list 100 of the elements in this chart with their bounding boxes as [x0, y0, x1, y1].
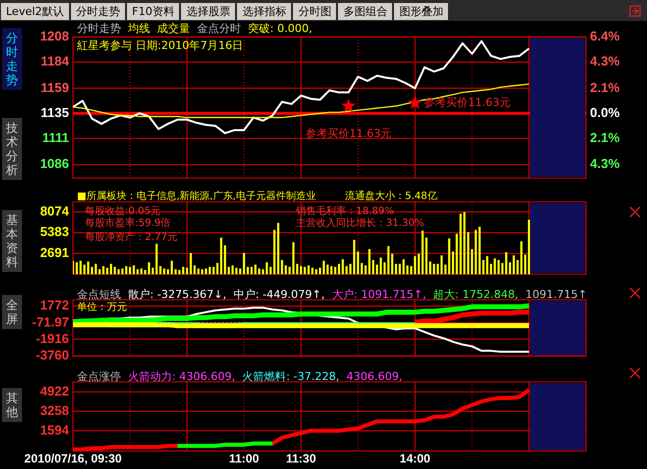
y2-tick-label: 4.3%	[590, 156, 620, 172]
text: 选择股票	[181, 3, 236, 20]
bar	[440, 255, 443, 274]
y-tick-label: 1208	[40, 28, 69, 44]
bar	[118, 269, 120, 274]
bar	[106, 268, 108, 274]
bar	[512, 255, 515, 274]
annotation: 超大: 1752.848,	[433, 288, 518, 301]
annotation: ■所属板块：电子信息,新能源,广东,电子元器件制造业	[77, 191, 316, 202]
y2-tick-label: 6.4%	[590, 28, 620, 44]
annotation: 1091.715↑	[525, 288, 588, 301]
bar	[258, 268, 260, 274]
bar	[334, 266, 336, 274]
y2-tick-label: 4.3%	[590, 54, 620, 69]
bar	[516, 260, 519, 274]
bar	[322, 260, 325, 274]
y-tick-label: 1184	[40, 54, 70, 69]
y-tick-label: 1772	[40, 298, 69, 313]
bar	[387, 246, 390, 274]
bar	[311, 268, 314, 274]
bar	[190, 253, 192, 274]
bar	[498, 260, 500, 274]
bar	[330, 266, 332, 274]
bar	[220, 238, 222, 274]
y-tick-label: 8074	[40, 203, 70, 218]
bar	[448, 238, 450, 274]
y-tick-label: 2691	[40, 244, 69, 260]
bar	[402, 259, 405, 274]
bar	[326, 264, 329, 274]
y-tick-label: 1086	[40, 156, 69, 172]
bar	[201, 269, 204, 274]
y-tick-label: 4922	[40, 384, 69, 399]
bar	[208, 266, 211, 274]
bar	[380, 258, 382, 274]
y2-tick-label: 2.1%	[590, 130, 620, 145]
bar	[353, 240, 356, 274]
y-tick-label: 3258	[40, 402, 69, 418]
bar	[156, 244, 158, 274]
annotation: 中户: -449.079↑,	[233, 288, 325, 301]
y-tick-label: 1159	[40, 80, 69, 95]
text: 分时图	[293, 3, 336, 20]
x-tick-label: 2010/07/16, 09:30	[24, 452, 122, 466]
bar	[76, 262, 78, 274]
chart-title: 分时走势	[77, 22, 121, 35]
annotation: 火箭燃料: -37.228,	[242, 370, 340, 383]
annotation: 每股市盈率:59.9倍	[85, 218, 171, 229]
text: 图形叠加	[394, 3, 448, 20]
y-tick-label: -3760	[36, 347, 69, 362]
bar	[300, 266, 302, 274]
bar	[304, 266, 306, 274]
text: 选择指标	[237, 3, 292, 20]
bar	[182, 266, 184, 274]
bar	[528, 220, 530, 274]
bar	[242, 253, 246, 274]
text: 其他	[2, 391, 22, 419]
y-tick-label: -71.97	[32, 314, 69, 330]
bar	[136, 269, 139, 274]
bar	[266, 262, 268, 274]
text: 全屏	[2, 298, 22, 326]
bar	[494, 258, 496, 274]
annotation: 参考买价11.63元	[305, 126, 392, 140]
bar	[486, 256, 488, 274]
text: 突破: 0.000,	[248, 22, 312, 35]
annotation: 参考买价11.63元	[424, 96, 510, 109]
bar	[463, 212, 466, 274]
chart-title: 金点短线	[77, 288, 121, 301]
bar	[94, 264, 97, 274]
text: 基本资料	[2, 213, 22, 269]
x-tick-label: 11:00	[228, 452, 260, 466]
annotation: 大户: 1091.715↑,	[332, 288, 426, 301]
chart-title: 金点涨停	[77, 370, 121, 383]
text: 分时走势	[71, 3, 126, 20]
y-tick-label: 1594	[40, 422, 70, 438]
bar	[292, 242, 294, 274]
bar	[478, 226, 481, 274]
bar	[114, 266, 116, 274]
annotation: 散户: -3275.367↓,	[128, 288, 226, 301]
bar	[460, 214, 462, 274]
y-tick-label: -1916	[36, 330, 69, 346]
bar	[422, 230, 424, 274]
bar	[83, 264, 86, 274]
bar	[159, 266, 162, 274]
bar	[505, 252, 508, 274]
bar	[235, 268, 238, 274]
y2-tick-label: 0.0%	[590, 104, 620, 120]
bar	[425, 238, 428, 274]
bar	[132, 265, 135, 274]
bar	[87, 262, 90, 274]
bar	[342, 259, 344, 274]
bar	[163, 268, 166, 274]
text: 分时走势	[2, 31, 22, 87]
bar	[80, 260, 82, 274]
bar	[482, 260, 484, 274]
text: 成交量	[157, 22, 190, 35]
bar	[170, 260, 173, 274]
x-tick-label: 11:30	[286, 452, 316, 466]
annotation: 流通盘大小：5.48亿	[345, 191, 438, 202]
bar	[474, 230, 477, 274]
annotation: 每股净资产：2.77元	[85, 232, 178, 243]
text: 金点分时	[197, 22, 241, 35]
